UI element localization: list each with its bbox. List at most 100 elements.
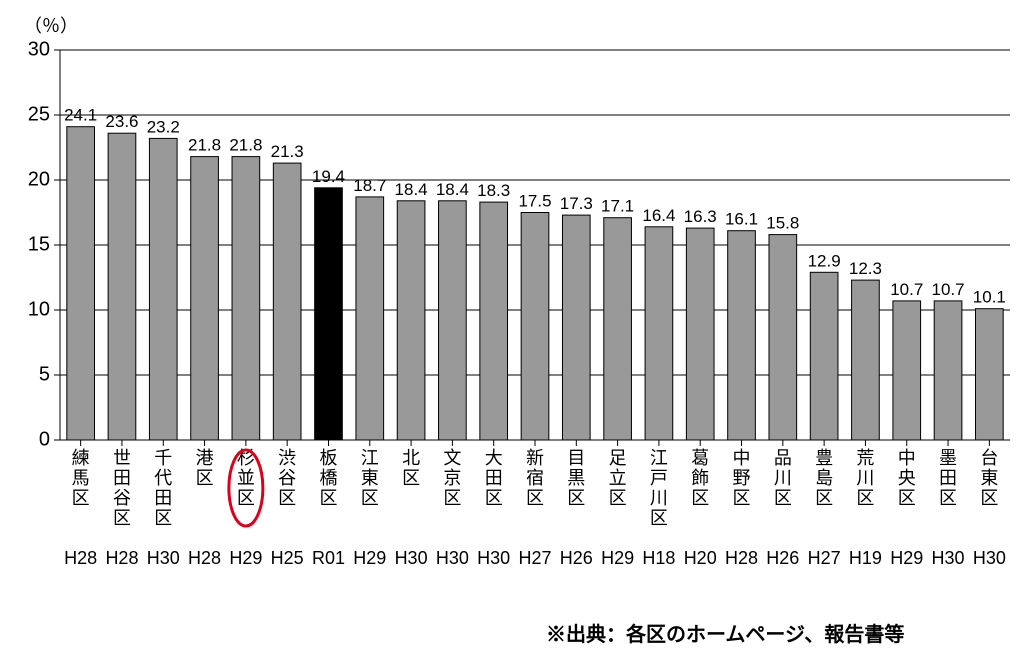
x-year-label: H29 xyxy=(229,548,262,568)
y-tick-label: 20 xyxy=(28,168,50,190)
x-category-label: 田 xyxy=(113,468,131,488)
x-category-label: 豊 xyxy=(815,448,833,468)
bar xyxy=(149,138,177,440)
bar xyxy=(191,157,219,440)
bar xyxy=(480,202,508,440)
x-year-label: H30 xyxy=(147,548,180,568)
x-category-label: 代 xyxy=(154,468,172,488)
chart-container: 051015202530（％）24.1練馬区23.6世田谷区23.2千代田区21… xyxy=(0,0,1024,654)
x-category-label: 足 xyxy=(609,448,627,468)
x-category-label: 野 xyxy=(733,468,751,488)
x-year-label: H30 xyxy=(973,548,1006,568)
x-category-label: 区 xyxy=(237,488,255,508)
x-year-label: H29 xyxy=(353,548,386,568)
x-year-label: R01 xyxy=(312,548,345,568)
x-year-label: H28 xyxy=(188,548,221,568)
bar-value-label: 16.4 xyxy=(642,206,675,225)
bar xyxy=(810,272,838,440)
x-category-label: 区 xyxy=(691,488,709,508)
bar-value-label: 21.8 xyxy=(188,136,221,155)
bar xyxy=(67,127,95,440)
bar-value-label: 18.7 xyxy=(353,176,386,195)
source-note: ※出典：各区のホームページ、報告書等 xyxy=(546,618,904,647)
bar-value-label: 23.2 xyxy=(147,117,180,136)
x-category-label: 江 xyxy=(361,448,379,468)
x-category-label: 渋 xyxy=(278,448,296,468)
x-category-label: 区 xyxy=(402,468,420,488)
bar xyxy=(315,188,343,440)
x-category-label: 区 xyxy=(774,488,792,508)
x-category-label: 新 xyxy=(526,448,544,468)
x-category-label: 区 xyxy=(154,508,172,528)
x-category-label: 中 xyxy=(898,448,916,468)
x-category-label: 央 xyxy=(898,468,916,488)
bar-value-label: 12.3 xyxy=(849,259,882,278)
y-unit-label: （％） xyxy=(24,16,78,36)
bar-value-label: 10.1 xyxy=(973,288,1006,307)
x-category-label: 田 xyxy=(485,468,503,488)
bar xyxy=(397,201,425,440)
bar xyxy=(232,157,260,440)
y-tick-label: 5 xyxy=(39,363,50,385)
x-category-label: 戸 xyxy=(650,468,668,488)
x-category-label: 区 xyxy=(196,468,214,488)
x-category-label: 区 xyxy=(361,488,379,508)
x-category-label: 江 xyxy=(650,448,668,468)
y-tick-label: 0 xyxy=(39,428,50,450)
x-category-label: 飾 xyxy=(691,468,709,488)
x-category-label: 区 xyxy=(526,488,544,508)
x-category-label: 区 xyxy=(650,508,668,528)
x-category-label: 千 xyxy=(154,448,172,468)
bar xyxy=(728,231,756,440)
x-category-label: 葛 xyxy=(691,448,709,468)
bar-value-label: 17.1 xyxy=(601,197,634,216)
x-category-label: 田 xyxy=(939,468,957,488)
x-category-label: 区 xyxy=(898,488,916,508)
x-category-label: 並 xyxy=(237,468,255,488)
x-category-label: 黒 xyxy=(567,468,585,488)
x-category-label: 島 xyxy=(815,468,833,488)
bar-value-label: 21.8 xyxy=(229,136,262,155)
x-category-label: 区 xyxy=(319,488,337,508)
bar xyxy=(976,309,1004,440)
x-category-label: 目 xyxy=(567,448,585,468)
x-category-label: 区 xyxy=(815,488,833,508)
x-category-label: 川 xyxy=(856,468,874,488)
bar-value-label: 23.6 xyxy=(105,112,138,131)
x-year-label: H28 xyxy=(725,548,758,568)
x-category-label: 谷 xyxy=(278,468,296,488)
bar xyxy=(686,228,714,440)
x-category-label: 区 xyxy=(609,488,627,508)
x-category-label: 谷 xyxy=(113,488,131,508)
x-category-label: 区 xyxy=(567,488,585,508)
x-category-label: 田 xyxy=(154,488,172,508)
x-category-label: 区 xyxy=(980,488,998,508)
x-category-label: 板 xyxy=(319,448,337,468)
bar xyxy=(521,213,549,441)
x-category-label: 橋 xyxy=(319,468,337,488)
x-category-label: 区 xyxy=(939,488,957,508)
bar-value-label: 15.8 xyxy=(766,214,799,233)
bar-value-label: 21.3 xyxy=(271,142,304,161)
bar xyxy=(769,235,797,440)
x-category-label: 世 xyxy=(113,448,131,468)
x-category-label: 大 xyxy=(485,448,503,468)
bar xyxy=(934,301,962,440)
x-category-label: 区 xyxy=(278,488,296,508)
y-tick-label: 10 xyxy=(28,298,50,320)
x-year-label: H29 xyxy=(601,548,634,568)
x-year-label: H18 xyxy=(642,548,675,568)
x-category-label: 区 xyxy=(443,488,461,508)
bar-value-label: 24.1 xyxy=(64,106,97,125)
x-year-label: H29 xyxy=(890,548,923,568)
bar-value-label: 10.7 xyxy=(890,280,923,299)
bar-value-label: 18.3 xyxy=(477,181,510,200)
x-category-label: 文 xyxy=(443,448,461,468)
x-category-label: 中 xyxy=(733,448,751,468)
bar-value-label: 16.1 xyxy=(725,210,758,229)
x-year-label: H30 xyxy=(477,548,510,568)
x-category-label: 荒 xyxy=(856,448,874,468)
x-category-label: 京 xyxy=(443,468,461,488)
x-year-label: H26 xyxy=(766,548,799,568)
bar-value-label: 19.4 xyxy=(312,167,345,186)
